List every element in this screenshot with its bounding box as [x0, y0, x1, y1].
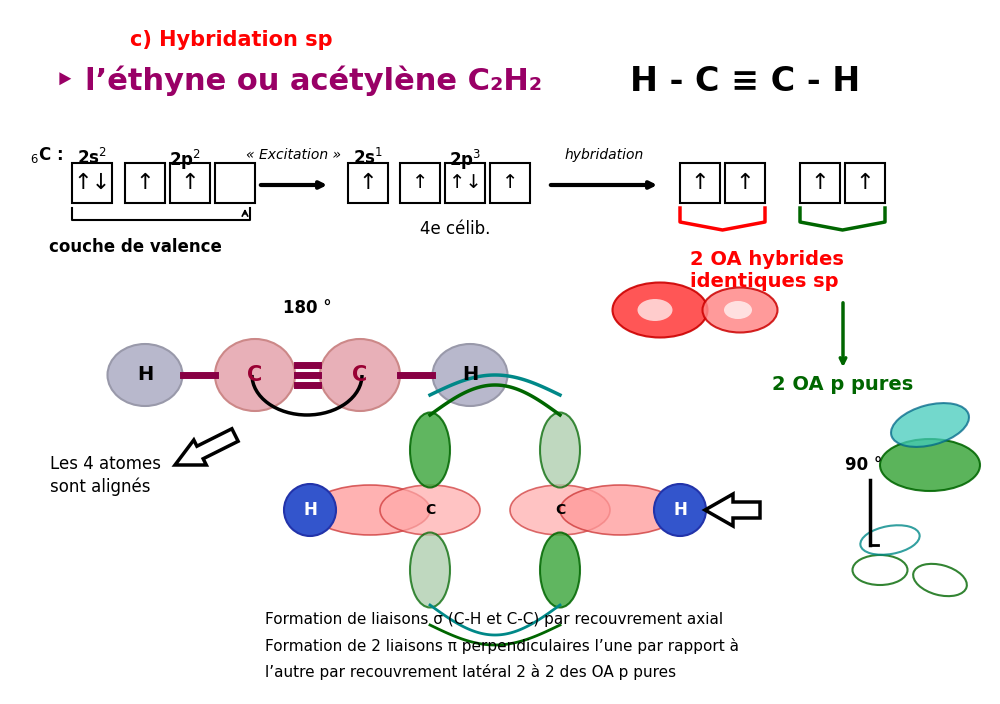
Text: ↑: ↑ — [136, 173, 154, 193]
Text: ‣ l’éthyne ou acétylène C₂H₂: ‣ l’éthyne ou acétylène C₂H₂ — [55, 65, 542, 96]
Bar — [490, 163, 530, 203]
Text: c) Hybridation sp: c) Hybridation sp — [130, 30, 333, 50]
Text: H: H — [673, 501, 687, 519]
Text: 2p$^2$: 2p$^2$ — [169, 148, 201, 172]
Ellipse shape — [702, 287, 778, 332]
Text: H: H — [137, 365, 153, 384]
Text: ↑↓: ↑↓ — [449, 173, 481, 192]
Text: ↑: ↑ — [736, 173, 754, 193]
Text: 90 °: 90 ° — [845, 456, 882, 474]
Text: ↑: ↑ — [359, 173, 377, 193]
Ellipse shape — [410, 532, 450, 608]
Bar — [170, 163, 210, 203]
Bar — [125, 163, 165, 203]
Text: C: C — [247, 365, 263, 385]
Text: C: C — [425, 503, 435, 517]
Text: « Excitation »: « Excitation » — [246, 148, 342, 162]
Ellipse shape — [540, 413, 580, 487]
Text: Formation de 2 liaisons π perpendiculaires l’une par rapport à: Formation de 2 liaisons π perpendiculair… — [265, 638, 739, 654]
Ellipse shape — [510, 485, 610, 535]
Text: ↑: ↑ — [691, 173, 709, 193]
Ellipse shape — [320, 339, 400, 411]
Ellipse shape — [891, 403, 969, 447]
Bar — [445, 163, 485, 203]
Text: ↑: ↑ — [811, 173, 829, 193]
Text: identiques sp: identiques sp — [690, 272, 838, 291]
Text: H: H — [462, 365, 478, 384]
Bar — [348, 163, 388, 203]
Ellipse shape — [215, 339, 295, 411]
Text: ↑: ↑ — [502, 173, 518, 192]
Text: C: C — [555, 503, 565, 517]
Text: Formation de liaisons σ (C-H et C-C) par recouvrement axial: Formation de liaisons σ (C-H et C-C) par… — [265, 612, 723, 627]
Text: l’autre par recouvrement latéral 2 à 2 des OA p pures: l’autre par recouvrement latéral 2 à 2 d… — [265, 664, 676, 680]
Bar — [215, 163, 255, 203]
Text: H - C ≡ C - H: H - C ≡ C - H — [630, 65, 860, 98]
FancyArrow shape — [705, 494, 760, 526]
Bar — [725, 163, 765, 203]
Ellipse shape — [410, 413, 450, 487]
Text: sont alignés: sont alignés — [50, 478, 150, 496]
Text: 2 OA hybrides: 2 OA hybrides — [690, 250, 844, 269]
Text: C: C — [352, 365, 368, 385]
Text: Les 4 atomes: Les 4 atomes — [50, 455, 161, 473]
Ellipse shape — [638, 299, 672, 321]
Bar — [680, 163, 720, 203]
Ellipse shape — [310, 485, 430, 535]
Text: 2 OA p pures: 2 OA p pures — [772, 375, 914, 394]
Text: 2p$^3$: 2p$^3$ — [449, 148, 481, 172]
Ellipse shape — [560, 485, 680, 535]
Ellipse shape — [432, 344, 508, 406]
Text: ↑: ↑ — [412, 173, 428, 192]
Text: H: H — [303, 501, 317, 519]
Ellipse shape — [284, 484, 336, 536]
Text: 2s$^2$: 2s$^2$ — [77, 148, 107, 168]
Ellipse shape — [724, 301, 752, 319]
Ellipse shape — [880, 439, 980, 491]
FancyArrow shape — [175, 429, 238, 465]
Text: ↑↓: ↑↓ — [73, 173, 111, 193]
Ellipse shape — [108, 344, 182, 406]
Text: 4e célib.: 4e célib. — [420, 220, 490, 238]
Ellipse shape — [612, 282, 708, 337]
Text: 2s$^1$: 2s$^1$ — [353, 148, 383, 168]
Ellipse shape — [380, 485, 480, 535]
Bar — [800, 163, 840, 203]
Text: ↑: ↑ — [181, 173, 199, 193]
Text: $_6$C :: $_6$C : — [30, 145, 63, 165]
Ellipse shape — [540, 532, 580, 608]
Text: couche de valence: couche de valence — [49, 238, 221, 256]
Bar — [845, 163, 885, 203]
Text: 180 °: 180 ° — [283, 299, 331, 317]
Bar — [72, 163, 112, 203]
Ellipse shape — [654, 484, 706, 536]
Text: hybridation: hybridation — [564, 148, 644, 162]
Bar — [400, 163, 440, 203]
Text: ↑: ↑ — [856, 173, 874, 193]
